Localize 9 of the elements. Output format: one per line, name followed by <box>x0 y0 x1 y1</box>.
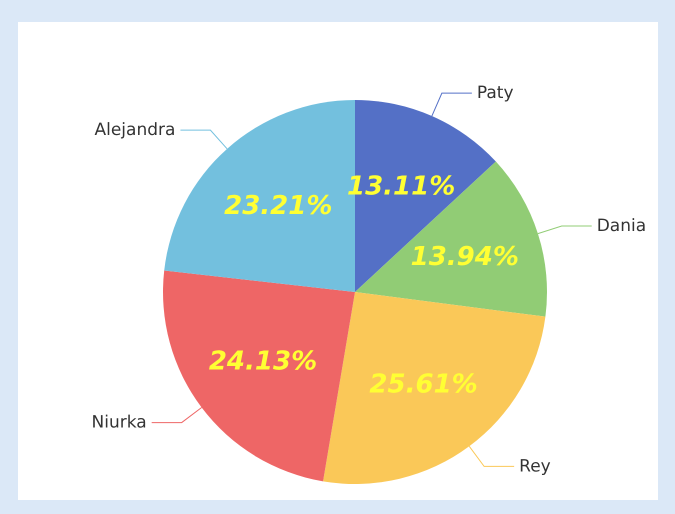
data-label: 23.21% <box>224 191 332 222</box>
slice-label: Rey <box>519 456 551 476</box>
slice-label: Alejandra <box>94 120 176 140</box>
slice-label: Dania <box>596 216 646 236</box>
data-label: 13.11% <box>346 171 456 202</box>
data-label: 24.13% <box>208 346 318 376</box>
slice-label: Niurka <box>92 412 147 433</box>
data-label: 13.94% <box>410 242 519 272</box>
slice-label: Paty <box>476 83 514 104</box>
